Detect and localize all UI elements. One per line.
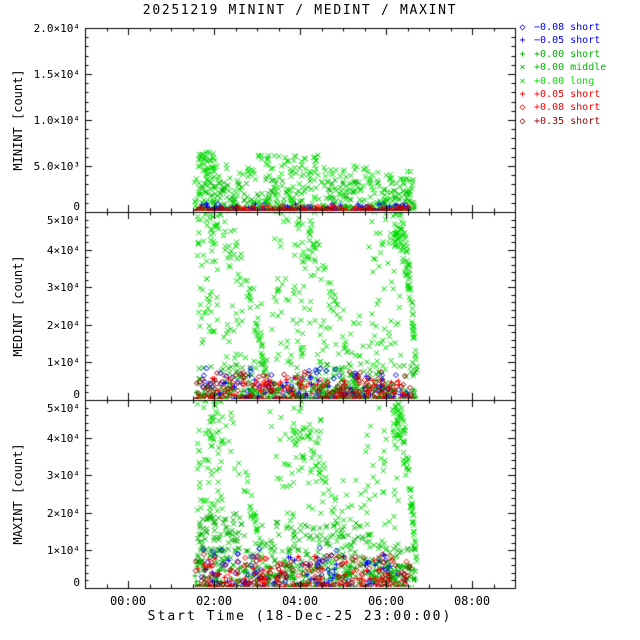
legend-item: ◇ −0.08 short bbox=[517, 21, 600, 34]
y-tick-label: 0 bbox=[73, 200, 80, 213]
legend-item: + +0.05 short bbox=[517, 88, 600, 101]
y-tick-label: 1.0×10⁴ bbox=[33, 114, 80, 127]
legend-x-icon: × bbox=[519, 76, 526, 87]
y-tick-label: 3×10⁴ bbox=[46, 469, 80, 483]
legend-item: ◇ +0.08 short bbox=[517, 101, 600, 114]
legend-diamond-icon: ◇ bbox=[519, 102, 526, 113]
x-tick-label: 04:00 bbox=[281, 594, 319, 608]
y-tick-label: 1.5×10⁴ bbox=[33, 68, 80, 81]
chart-title: 20251219 MININT / MEDINT / MAXINT bbox=[142, 3, 458, 18]
y-tick-label: 1×10⁴ bbox=[46, 544, 80, 558]
legend-item: + +0.00 short bbox=[517, 48, 600, 61]
y-axis-label-minint: MININT [count] bbox=[11, 69, 25, 171]
legend-label: +0.00 middle bbox=[528, 62, 607, 73]
y-tick-label: 2.0×10⁴ bbox=[33, 22, 80, 35]
legend-diamond-icon: ◇ bbox=[519, 22, 526, 33]
legend-label: +0.08 short bbox=[528, 102, 601, 113]
legend-label: +0.05 short bbox=[528, 89, 601, 100]
legend-x-icon: × bbox=[519, 62, 526, 73]
y-tick-label: 3×10⁴ bbox=[46, 281, 80, 295]
y-axis-label-maxint: MAXINT [count] bbox=[11, 443, 25, 545]
y-tick-label: 0 bbox=[73, 388, 80, 401]
x-tick-label: 08:00 bbox=[453, 594, 491, 608]
y-axis-label-medint: MEDINT [count] bbox=[11, 255, 25, 357]
legend-item: × +0.00 long bbox=[517, 75, 594, 88]
x-tick-label: 02:00 bbox=[195, 594, 233, 608]
y-tick-label: 4×10⁴ bbox=[46, 243, 80, 257]
y-tick-label: 5×10⁴ bbox=[46, 214, 80, 227]
x-axis-label: Start Time (18-Dec-25 23:00:00) bbox=[147, 609, 453, 624]
y-tick-label: 4×10⁴ bbox=[46, 431, 80, 445]
x-tick-label: 00:00 bbox=[109, 594, 147, 608]
legend-diamond-icon: ◇ bbox=[519, 116, 526, 127]
y-tick-label: 2×10⁴ bbox=[46, 506, 80, 520]
y-tick-label: 2×10⁴ bbox=[46, 318, 80, 332]
legend-label: +0.00 long bbox=[528, 76, 595, 87]
legend-label: +0.35 short bbox=[528, 116, 601, 127]
y-tick-label: 0 bbox=[73, 576, 80, 589]
legend-item: + −0.05 short bbox=[517, 34, 600, 47]
legend-label: −0.08 short bbox=[528, 22, 601, 33]
y-tick-label: 1×10⁴ bbox=[46, 356, 80, 370]
y-tick-label: 5.0×10³ bbox=[33, 160, 80, 173]
legend-plus-icon: + bbox=[519, 89, 526, 100]
x-tick-label: 06:00 bbox=[367, 594, 405, 608]
legend-plus-icon: + bbox=[519, 35, 526, 46]
legend-plus-icon: + bbox=[519, 49, 526, 60]
y-tick-label: 5×10⁴ bbox=[46, 402, 80, 415]
legend-item: × +0.00 middle bbox=[517, 61, 606, 74]
legend-label: +0.00 short bbox=[528, 49, 601, 60]
legend-item: ◇ +0.35 short bbox=[517, 115, 600, 128]
legend-label: −0.05 short bbox=[528, 35, 601, 46]
